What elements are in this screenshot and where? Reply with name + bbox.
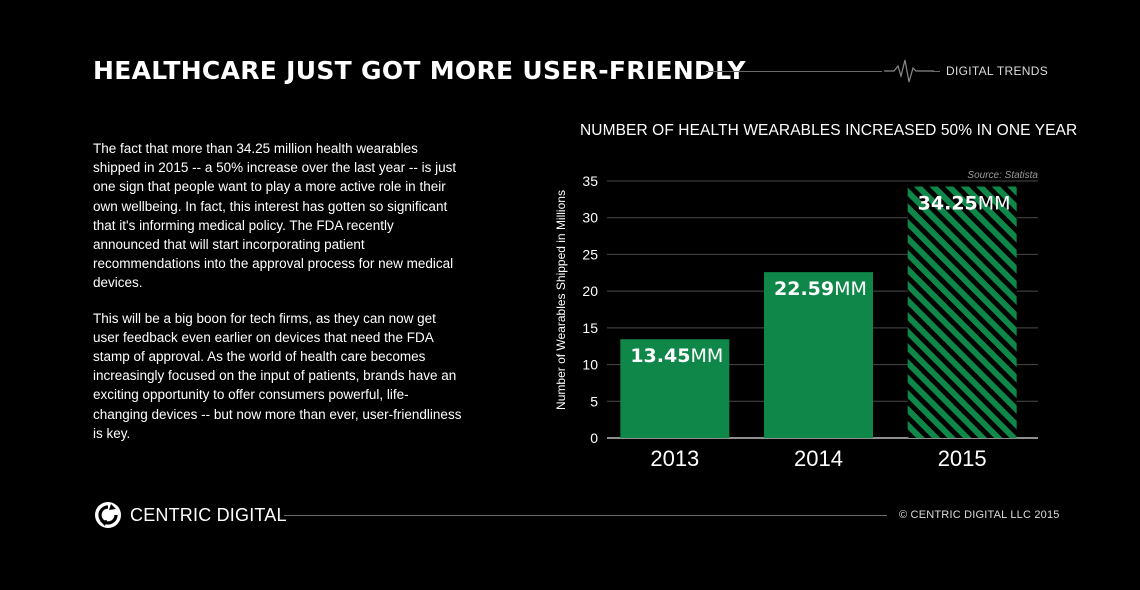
y-tick-label: 20: [582, 283, 598, 299]
logo-text: CENTRIC DIGITAL: [130, 504, 287, 525]
y-tick-label: 25: [582, 246, 598, 262]
copyright: © CENTRIC DIGITAL LLC 2015: [899, 509, 1060, 521]
y-tick-label: 15: [582, 320, 598, 336]
y-tick-label: 10: [582, 357, 598, 373]
bar-value: 13.45: [630, 345, 690, 367]
article-paragraph: The fact that more than 34.25 million he…: [93, 141, 457, 291]
x-tick-label-2015: 2015: [938, 446, 987, 471]
header-divider: [706, 71, 882, 72]
bar-2015: [907, 186, 1017, 438]
brand-label: DIGITAL TRENDS: [946, 64, 1048, 78]
bar-value: 22.59: [774, 278, 834, 300]
bar-label-2014: 22.59MM: [774, 278, 867, 300]
y-tick-label: 5: [590, 393, 598, 409]
x-tick-label-2014: 2014: [794, 446, 843, 471]
article-body: The fact that more than 34.25 million he…: [93, 139, 463, 459]
page-title: HEALTHCARE JUST GOT MORE USER-FRIENDLY: [93, 56, 746, 85]
bar-unit: MM: [690, 345, 723, 367]
category-labels: 2013 2014 2015: [650, 446, 986, 471]
bars: [620, 186, 1017, 438]
y-tick-label: 0: [590, 430, 598, 446]
bar-unit: MM: [978, 193, 1011, 215]
chart-title: NUMBER OF HEALTH WEARABLES INCREASED 50%…: [580, 122, 1078, 139]
y-tick-label: 35: [582, 173, 598, 189]
company-logo: CENTRIC DIGITAL: [94, 501, 287, 529]
x-tick-label-2013: 2013: [650, 446, 699, 471]
y-tick-label: 30: [582, 210, 598, 226]
footer-divider: [284, 515, 887, 516]
bar-2014: [764, 272, 873, 438]
heartbeat-icon: [884, 59, 934, 83]
bar-label-2015: 34.25MM: [918, 193, 1011, 215]
centric-logo-icon: [95, 502, 121, 528]
bar-unit: MM: [834, 278, 867, 300]
y-axis-label: Number of Wearables Shipped in Millions: [554, 190, 568, 410]
chart-source: Source: Statista: [967, 170, 1038, 181]
header-divider-right: [932, 71, 940, 72]
article-paragraph: This will be a big boon for tech firms, …: [93, 310, 462, 441]
y-tick-labels: 0 5 10 15 20 25 30 35: [582, 173, 598, 446]
bar-value: 34.25: [918, 193, 978, 215]
bar-label-2013: 13.45MM: [630, 345, 723, 367]
bar-2013: [620, 339, 730, 438]
